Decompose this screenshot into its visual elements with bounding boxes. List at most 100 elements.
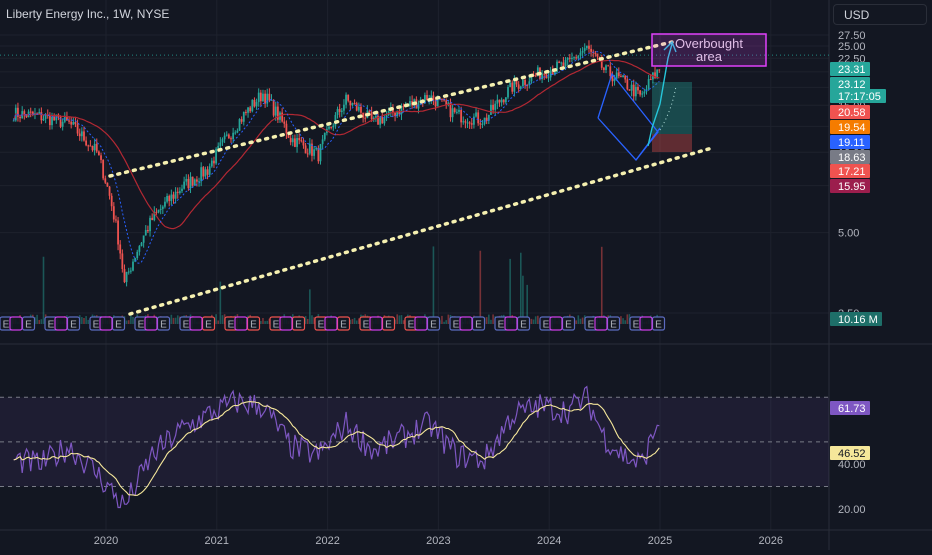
price-label: 17:17:05 [830,89,886,103]
earnings-marker-label: E [93,320,100,331]
candle [460,109,463,123]
currency-button[interactable]: USD [833,4,927,25]
dividend-marker-box [324,316,338,331]
candle [189,176,192,189]
candle [245,111,247,113]
volume-bar [441,315,443,324]
price-label-box [830,164,870,178]
candle [473,116,475,125]
candle [374,115,377,118]
candle [509,82,512,88]
volume-bar [522,275,524,324]
price-label-box [830,120,870,134]
candle [345,94,347,105]
candle [383,117,386,124]
candle [332,125,335,128]
volume-bar [581,317,584,324]
candle [588,45,590,49]
earnings-marker-label: E [115,320,122,331]
earnings-marker-label: E [228,320,235,331]
candle [217,145,220,149]
volume-bar [600,246,603,324]
dividend-marker-box [549,316,563,331]
candle [274,106,277,116]
candle [643,91,646,94]
candle [19,116,21,119]
candle [507,87,509,98]
candle [136,251,139,259]
earnings-marker-label: E [520,320,527,331]
candle [200,167,203,182]
candle [53,116,56,121]
wedge-pattern [597,72,659,162]
candle [409,101,411,106]
candle [353,103,356,105]
candle [549,70,552,78]
position-loss-box [652,134,692,152]
candle [553,71,556,75]
earnings-marker: E [111,316,126,331]
candle [51,116,53,126]
candle [647,79,650,89]
candle [155,211,158,213]
candle [547,77,550,79]
volume-bar [215,314,217,324]
volume-bar [260,321,262,324]
candle [594,53,597,55]
earnings-marker: E [21,316,36,331]
candle [517,84,520,89]
candle [294,138,296,147]
candle [308,143,311,154]
price-label-text: 19.54 [838,122,866,134]
candle [379,117,382,125]
moving-averages [13,51,660,264]
price-label-box [830,179,870,193]
price-label-box [830,105,870,119]
candle [370,112,373,120]
candle [112,206,115,220]
candle [492,104,494,110]
candle [581,50,584,53]
volume-bar [358,318,360,324]
earnings-marker: E [471,316,486,331]
channel-upper-line [108,40,674,178]
earnings-marker-label: E [565,320,572,331]
candle [500,99,503,103]
candle [338,109,341,112]
candle [204,169,207,177]
volume-bar [530,318,533,324]
candle [80,131,83,137]
candle [110,195,113,207]
candle [340,110,343,112]
volume-bar [353,317,356,324]
volume-bar [519,252,522,324]
candle [259,92,262,102]
candle [402,106,405,108]
price-label: 23.31 [830,62,870,76]
chart-title: Liberty Energy Inc., 1W, NYSE [6,7,170,21]
candle [249,107,252,112]
candle [392,107,394,113]
candle [202,167,205,177]
dividend-marker-box [9,316,23,331]
volume-bar [85,316,87,324]
candle [66,116,68,121]
earnings-marker-label: E [340,320,347,331]
candle [172,194,175,199]
price-axis-tick: 5.00 [838,228,859,240]
price-label-text: 17.21 [838,166,866,178]
price-label: 15.95 [830,179,870,193]
candle [551,70,554,75]
rsi-line [13,385,660,509]
candle [78,133,81,137]
dividend-marker-box [99,316,113,331]
earnings-marker-label: E [318,320,325,331]
volume-bar [127,320,130,324]
volume-bar [355,320,358,324]
candle [100,155,102,160]
candle [336,109,339,115]
candle [115,219,117,221]
price-label-text: 15.95 [838,181,866,193]
candle [127,271,130,273]
